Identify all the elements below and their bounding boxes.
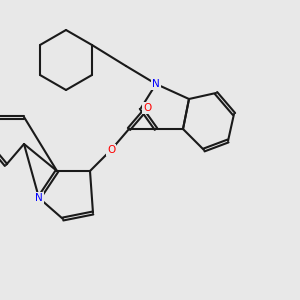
Text: N: N <box>35 193 43 203</box>
Text: N: N <box>152 79 160 89</box>
Text: O: O <box>107 145 115 155</box>
Text: O: O <box>143 103 151 113</box>
